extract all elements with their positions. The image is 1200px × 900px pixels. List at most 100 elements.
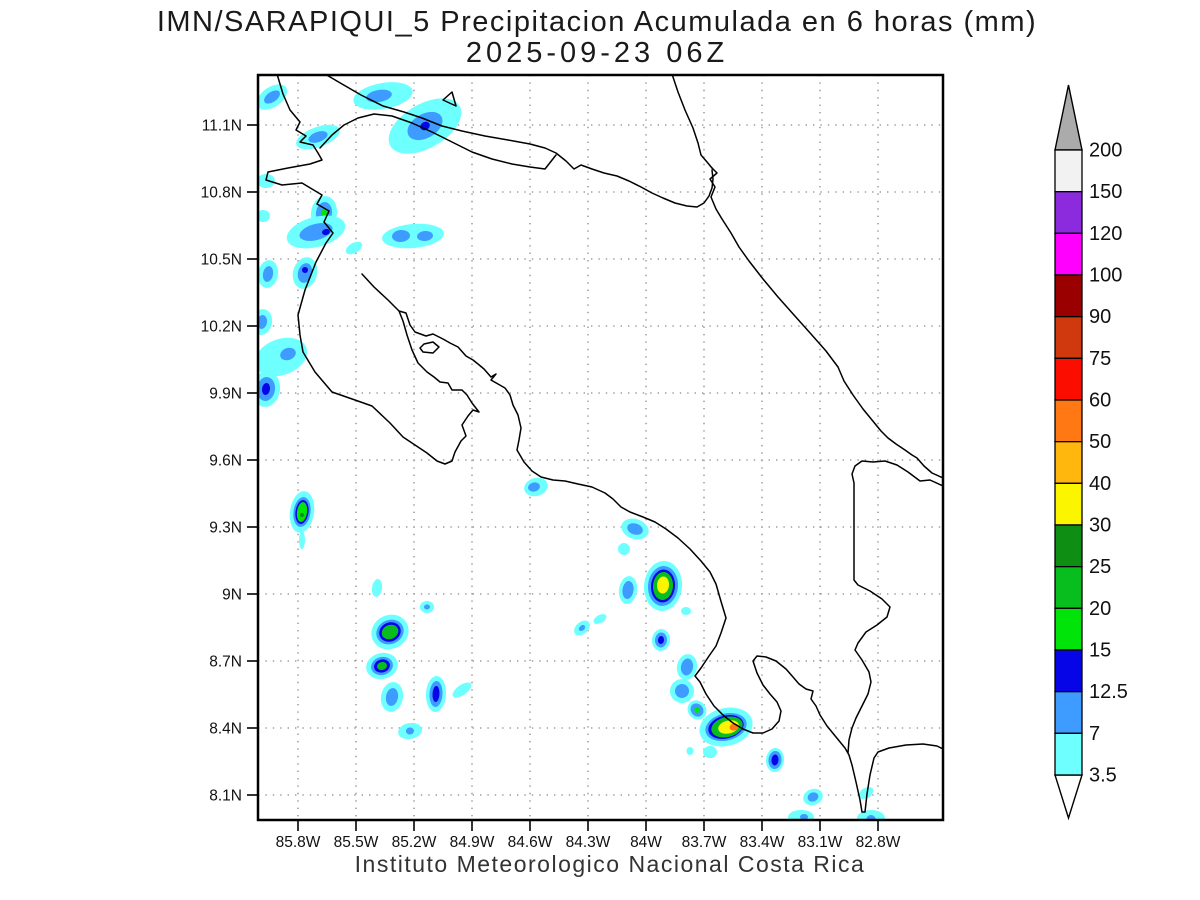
precip-contour-green15 [694,707,700,713]
precip-cell [858,787,874,799]
colorbar-band [1054,524,1083,568]
precip-contour-yellow [656,576,670,594]
figure-subtitle: 2025-09-23 06Z [465,37,729,69]
precip-cell [258,84,288,110]
figure-footer: Instituto Meteorologico Nacional Costa R… [354,851,866,877]
y-tick-label: 8.7N [209,654,242,671]
x-tick-label: 82.8W [856,834,901,851]
precip-contour-blue [528,482,540,492]
colorbar-label: 30 [1089,514,1111,536]
precip-contour-darkblue [261,383,271,395]
precip-contour-blue [299,223,333,241]
precip-cell [703,746,717,758]
precip-cell [345,241,363,255]
precip-contour-darkblue [657,636,665,644]
precip-contour-cyan [703,746,717,758]
precip-contour-darkblue [432,686,440,702]
precip-contour-cyan [858,787,874,799]
colorbar-band [1054,399,1083,443]
precip-cell [353,82,413,110]
precip-contour-cyan [371,579,383,597]
precip-cell [289,491,315,533]
colorbar-band [1054,482,1083,526]
coastline-tempisque-estuary [361,273,400,312]
colorbar-label: 15 [1089,639,1111,661]
colorbar-label: 40 [1089,473,1111,495]
precip-cell [643,561,683,611]
colorbar-band [1054,607,1083,651]
coastline-lake-nicaragua-border [325,75,714,208]
colorbar-label: 50 [1089,431,1111,453]
precip-contour-cyan [258,210,270,222]
precip-contour-blue [680,658,694,676]
coastline-pacific-main-outline [265,75,943,813]
coastline-isla-chira [419,341,440,354]
coastline-caribbean-coast [709,167,943,479]
precip-cell [618,543,630,555]
x-tick-label: 83.7W [682,834,727,851]
x-tick-label: 84.6W [508,834,553,851]
precip-cell [371,579,383,597]
precip-contour-blue [417,230,433,242]
precip-cell [686,747,694,755]
precip-cell [371,614,409,650]
figure-title: IMN/SARAPIQUI_5 Precipitacion Acumulada … [156,6,1038,38]
colorbar-label: 200 [1089,140,1122,162]
coastline-lake-island [442,91,457,107]
colorbar-band [1054,149,1083,193]
x-tick-label: 84.9W [450,834,495,851]
x-tick-label: 85.5W [334,834,379,851]
colorbar-band [1054,316,1083,359]
precip-contour-blue [392,229,410,243]
precip-contour-blue [406,727,414,735]
precip-cell [670,679,694,703]
precip-contour-cyan [593,614,607,624]
precip-contour-cyan [382,223,444,249]
precip-cell [258,210,270,222]
precip-contour-blue [264,90,280,104]
y-tick-label: 8.4N [209,721,242,738]
axes: 11.1N 10.8N 10.5N 10.2N 9.9N 9.6N 9.3N 9N 8.7N 8.… [201,118,901,852]
y-tick-label: 10.8N [201,185,242,202]
colorbar-label: 150 [1089,181,1122,203]
x-tick-label: 85.2W [392,834,437,851]
precip-cell [687,700,707,720]
plot-frame [256,73,945,822]
precip-contour-blue [675,684,689,698]
precip-cell [425,676,447,712]
colorbar-label: 90 [1089,306,1111,328]
x-tick-label: 83.4W [740,834,785,851]
precip-contour-blue [366,89,392,103]
coastlines [265,75,943,813]
graticule [258,75,943,820]
precip-contour-cyan [258,174,275,188]
precip-contour-blue [385,688,399,706]
y-tick-label: 11.1N [202,118,242,135]
precip-cell [292,257,318,289]
precip-cell [258,337,308,377]
colorbar-band [1054,191,1083,234]
precipitation-shading [258,82,885,820]
precip-cell [676,654,698,680]
colorbar: 200 150 120 100 90 75 60 50 40 30 25 20 15 12.5 7 3.5 [1054,84,1128,821]
colorbar-band [1054,566,1083,609]
precip-contour-blue [424,604,430,610]
precip-contour-cyan [618,543,630,555]
precip-cell [286,215,346,249]
precip-contour-darkblue [771,754,779,766]
colorbar-band [1054,232,1083,276]
precip-contour-blue [627,523,643,535]
y-tick-label: 9.3N [209,520,242,537]
colorbar-band [1054,691,1083,734]
precip-cell [651,629,671,651]
precip-cell [788,810,814,820]
x-tick-label: 84.3W [566,834,611,851]
precip-contour-blue [262,266,274,282]
y-tick-label: 10.5N [201,252,242,269]
precip-contour-blue [578,625,586,631]
precip-contour-green20 [377,661,387,671]
coastline-nicaragua-caribbean-coast [671,75,713,169]
precip-contour-darkblue [302,267,308,273]
precip-cell [299,531,305,549]
